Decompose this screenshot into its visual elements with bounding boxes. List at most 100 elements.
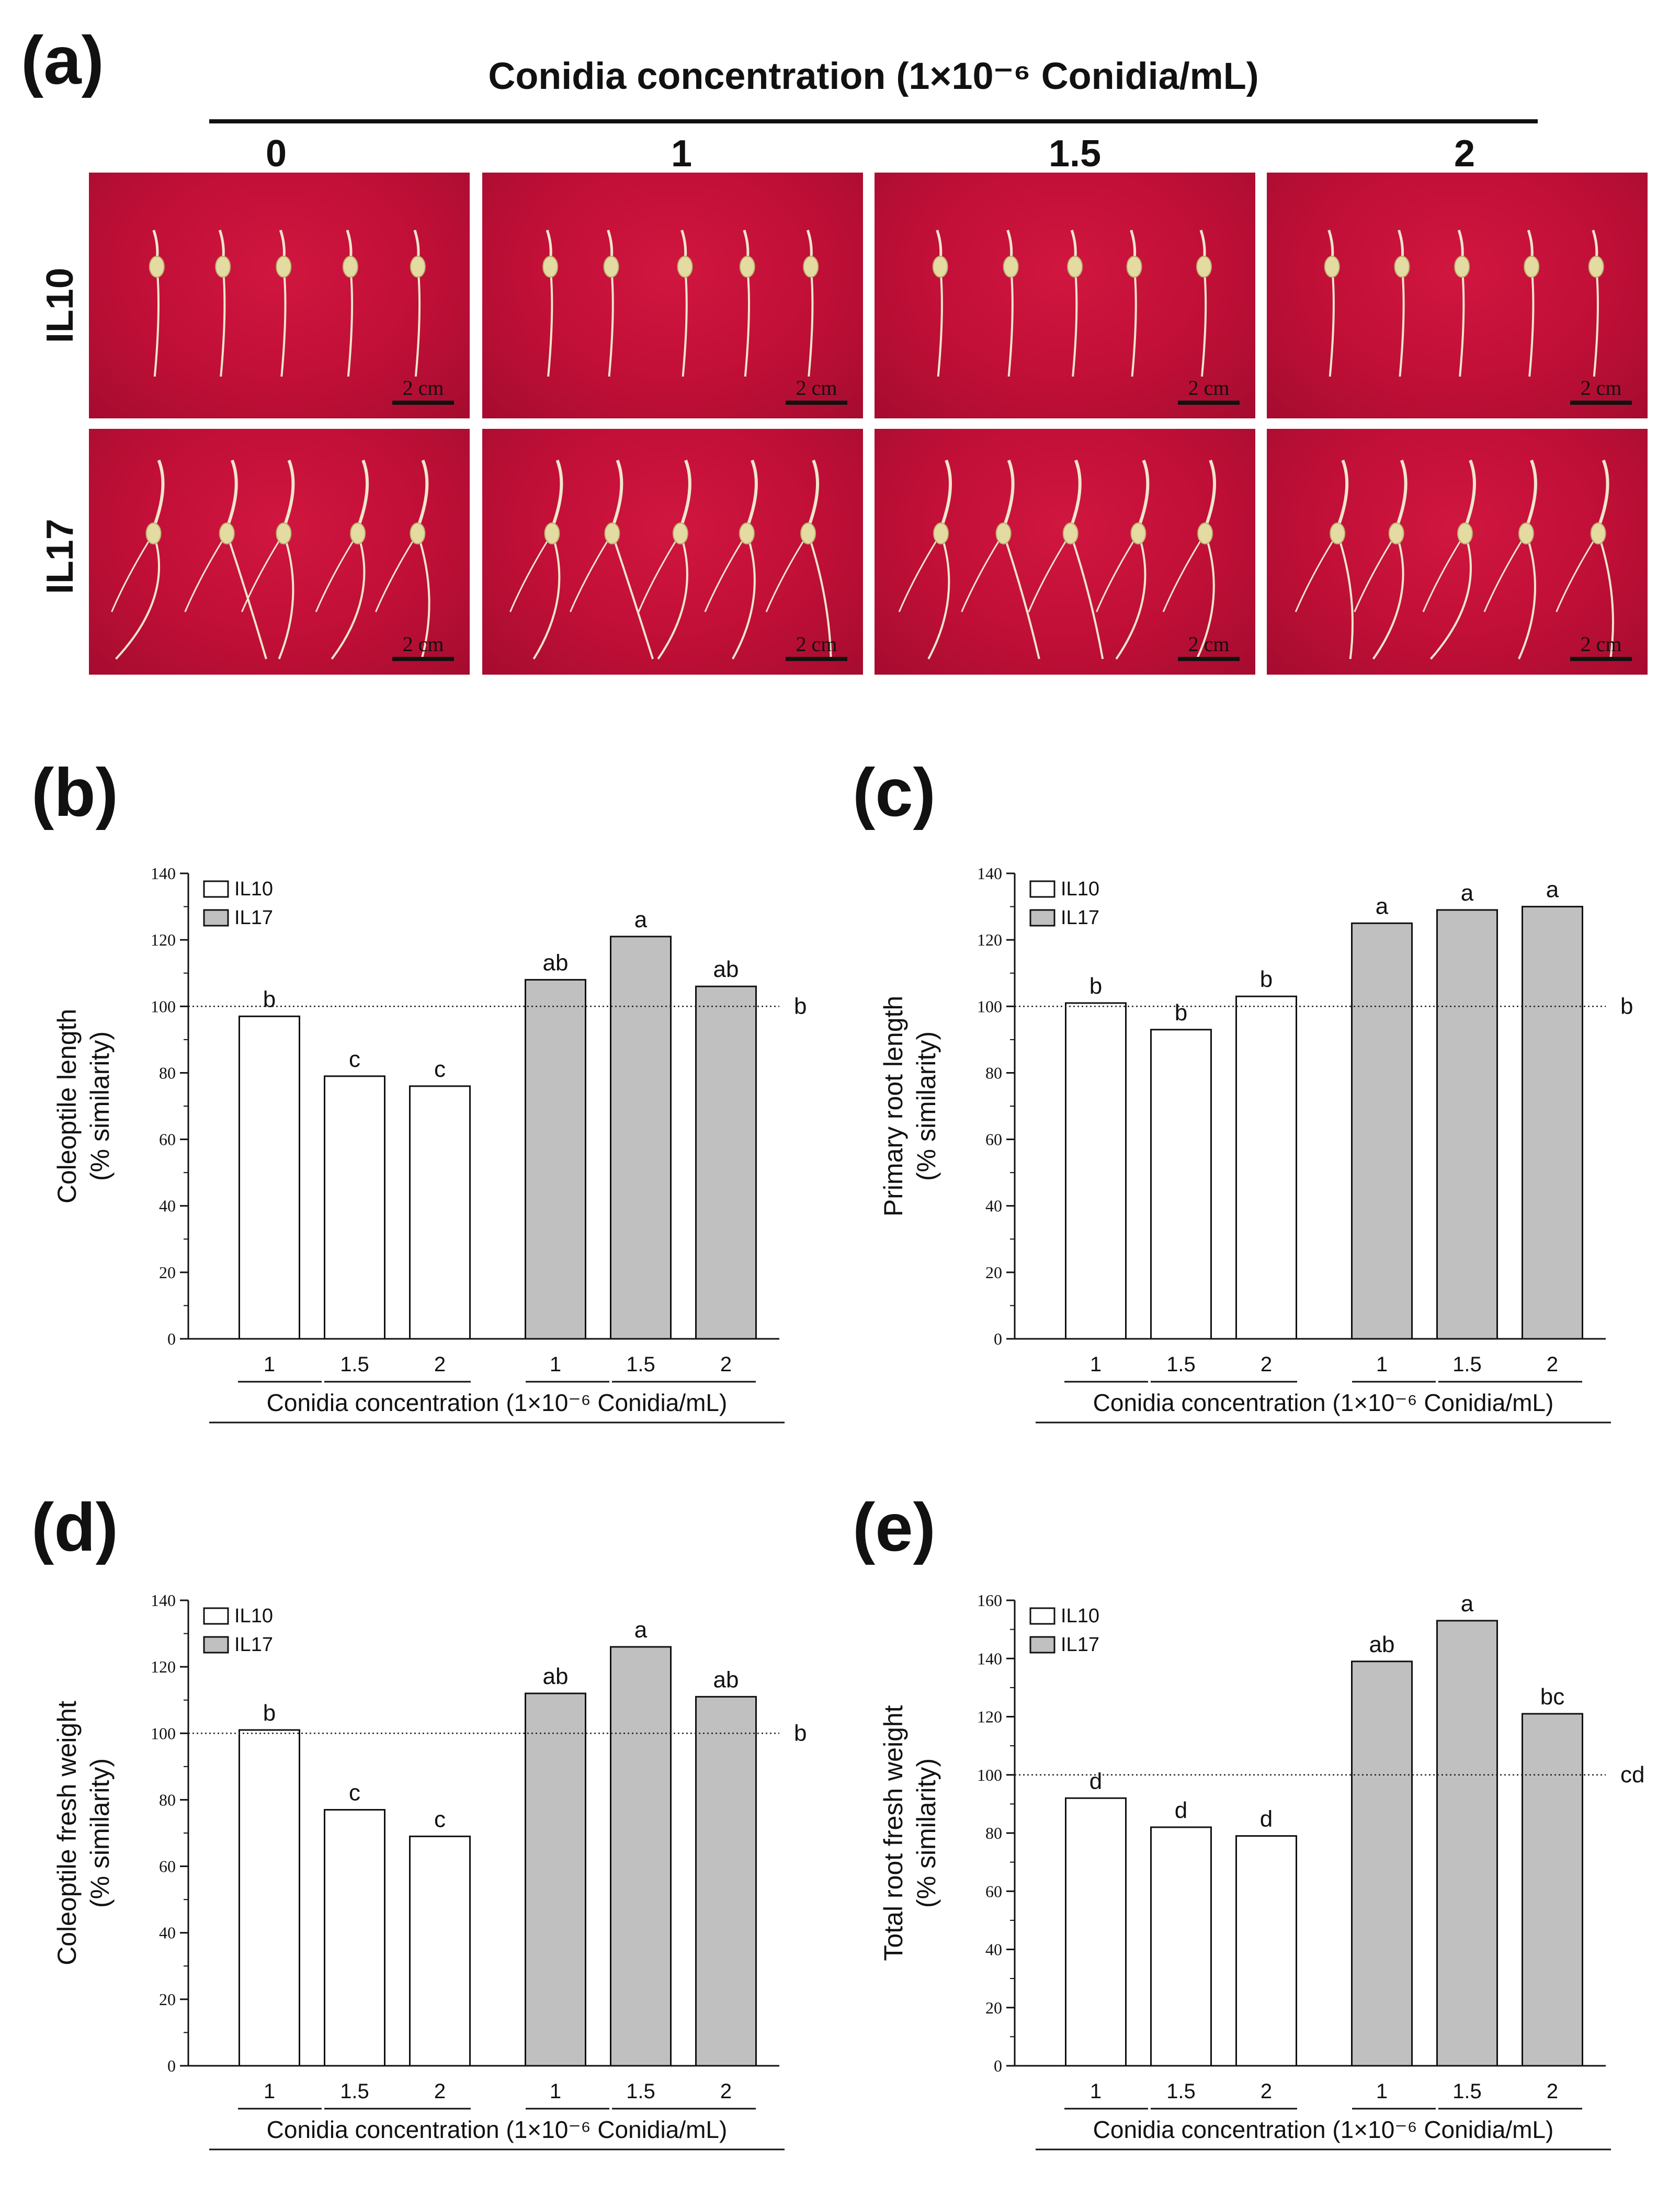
column-label-1-5: 1.5: [1048, 133, 1102, 175]
scale-bar: 2 cm: [786, 378, 847, 405]
y-tick-label: 0: [994, 2056, 1002, 2075]
y-tick-label: 80: [985, 1063, 1002, 1082]
bar-il17-2: [1522, 906, 1583, 1340]
y-axis-label: Primary root length: [879, 996, 908, 1216]
scale-bar-label: 2 cm: [1580, 376, 1622, 400]
y-axis-label: Coleoptile length: [52, 1009, 82, 1204]
y-tick-label: 20: [985, 1263, 1002, 1282]
bar-il17-1-5: [610, 936, 672, 1340]
bar-il17-2: [695, 1696, 757, 2067]
y-tick-label: 0: [167, 1329, 176, 1348]
seedling-drawing: [509, 459, 832, 660]
panel-a-title: Conidia concentration (1×10⁻⁶ Conidia/mL…: [488, 55, 1259, 97]
x-tick-label: 1: [1376, 2080, 1388, 2103]
seedling: [1003, 230, 1019, 377]
scale-bar-line: [786, 401, 847, 405]
legend-label-il17: IL17: [1061, 1634, 1099, 1656]
seedling: [1556, 459, 1614, 659]
y-tick-label: 0: [167, 2056, 176, 2075]
bar-il10-1-5: [1150, 1826, 1212, 2067]
bar-il17-2: [695, 985, 757, 1340]
legend-swatch-il10: [1029, 880, 1055, 898]
scale-bar: 2 cm: [1178, 378, 1240, 405]
legend-swatch-il10: [1029, 1607, 1055, 1625]
y-tick-label: 100: [977, 997, 1002, 1016]
bar-il10-2: [1235, 995, 1297, 1340]
significance-letter: d: [1089, 1768, 1102, 1794]
y-tick-label: 140: [977, 864, 1002, 883]
chart-coleoptile-length: 0 20 40 60 80 100 120 140 Coleoptile length (% si…: [31, 858, 826, 1424]
y-tick-label: 20: [985, 1998, 1002, 2017]
x-tick-label: 1.5: [626, 2080, 655, 2103]
seedling: [1354, 459, 1407, 660]
seedling: [111, 459, 165, 660]
scale-bar-line: [392, 657, 454, 661]
seedling: [1028, 459, 1104, 659]
reference-line-letter: b: [1620, 993, 1633, 1019]
panel-a-title-line: [209, 119, 1538, 123]
seedling: [276, 230, 292, 377]
y-tick-label: 120: [977, 930, 1002, 949]
bar-il17-2: [1522, 1713, 1583, 2067]
bar-il10-1: [1065, 1002, 1127, 1340]
significance-letter: ab: [1369, 1632, 1395, 1657]
seedling: [1324, 230, 1340, 377]
seedling: [803, 230, 819, 377]
legend-label-il10: IL10: [1061, 1605, 1099, 1627]
seedling-drawing: [111, 459, 430, 660]
significance-letter: d: [1260, 1806, 1273, 1832]
panel-e-label: (e): [853, 1489, 936, 1565]
bar-il17-1: [525, 978, 586, 1340]
x-tick-label: 1.5: [626, 1353, 655, 1376]
seedling: [375, 459, 430, 659]
significance-letter: a: [634, 907, 648, 932]
scale-bar-label: 2 cm: [402, 376, 444, 400]
row-label-il10: IL10: [39, 267, 81, 344]
y-tick-label: 60: [985, 1130, 1002, 1149]
scale-bar-line: [1178, 657, 1240, 661]
seedling-photo-il10-1: 2 cm: [482, 173, 863, 418]
x-axis-label: Conidia concentration (1×10⁻⁶ Conidia/mL…: [1093, 2116, 1554, 2143]
x-tick-label: 2: [720, 1353, 732, 1376]
y-tick-label: 60: [159, 1130, 176, 1149]
bar-il10-1-5: [324, 1075, 385, 1340]
legend-label-il17: IL17: [234, 907, 273, 929]
x-tick-label: 1.5: [1166, 2080, 1196, 2103]
seedling: [1524, 230, 1540, 377]
bar-il10-2: [409, 1085, 471, 1340]
seedling-photo-il17-1: 2 cm: [482, 429, 863, 675]
seedling: [315, 459, 369, 660]
x-tick-label: 2: [1547, 2080, 1558, 2103]
panel-d-label: (d): [31, 1489, 118, 1565]
scale-bar: 2 cm: [1570, 634, 1632, 661]
y-tick-label: 0: [994, 1329, 1002, 1348]
seedling: [704, 459, 758, 659]
significance-letter: a: [634, 1617, 648, 1643]
seedling: [509, 459, 563, 660]
scale-bar-label: 2 cm: [1580, 632, 1622, 656]
row-label-il17: IL17: [39, 518, 81, 595]
y-tick-label: 140: [151, 864, 176, 883]
column-label-0: 0: [265, 133, 287, 175]
significance-letter: c: [434, 1806, 446, 1832]
y-tick-label: 100: [151, 997, 176, 1016]
y-tick-label: 140: [977, 1649, 1002, 1668]
y-tick-label: 80: [985, 1824, 1002, 1842]
seedling: [149, 230, 165, 377]
x-tick-label: 2: [1547, 1353, 1558, 1376]
seedling: [1126, 230, 1142, 377]
y-axis-label: Coleoptile fresh weight: [52, 1701, 82, 1965]
significance-letter: ab: [543, 950, 569, 975]
legend-swatch-il10: [203, 1607, 229, 1625]
seedling: [1422, 459, 1476, 660]
seedling: [765, 459, 832, 659]
seedling: [1196, 230, 1212, 377]
bar-il17-1-5: [1436, 909, 1498, 1340]
seedling: [410, 230, 426, 377]
scale-bar-label: 2 cm: [1188, 632, 1230, 656]
significance-letter: a: [1461, 1591, 1474, 1617]
seedling: [241, 459, 295, 659]
x-tick-label: 2: [1261, 2080, 1272, 2103]
y-axis-label: Total root fresh weight: [879, 1705, 908, 1961]
seedling-photo-il10-2: 2 cm: [1267, 173, 1648, 418]
